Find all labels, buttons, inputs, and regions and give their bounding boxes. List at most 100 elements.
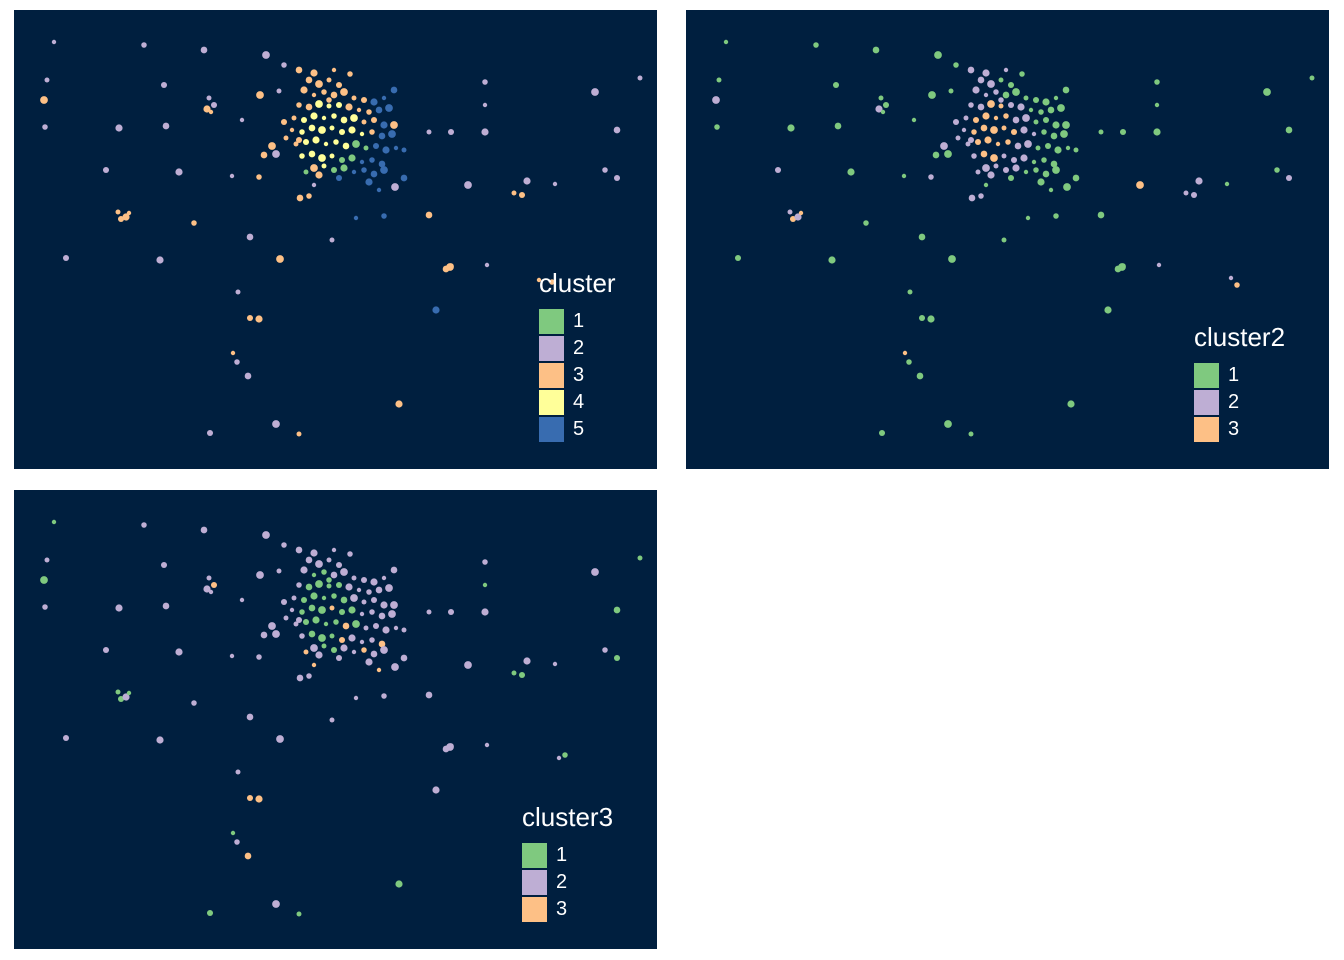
data-point-cluster-5	[361, 167, 367, 173]
data-point-cluster-1	[863, 220, 869, 226]
data-point-cluster-2	[388, 610, 396, 618]
data-point-cluster-2	[1190, 191, 1198, 199]
data-point-cluster-3	[296, 194, 304, 202]
data-point-cluster-1	[1062, 86, 1070, 94]
data-point-cluster-2	[369, 637, 375, 643]
data-point-cluster-1	[1007, 174, 1015, 182]
data-point-cluster-3	[369, 129, 375, 135]
data-point-cluster-3	[370, 116, 378, 124]
data-point-cluster-1	[230, 830, 236, 836]
data-point-cluster-3	[296, 102, 302, 108]
data-point-cluster-2	[326, 557, 332, 563]
data-point-cluster-2	[272, 420, 280, 428]
data-point-cluster-1	[872, 46, 880, 54]
data-point-cluster-2	[1228, 275, 1234, 281]
data-point-cluster-3	[980, 150, 988, 158]
legend-label-1: 1	[573, 310, 585, 332]
data-point-cluster-1	[1309, 75, 1315, 81]
data-point-cluster-1	[1048, 187, 1054, 193]
data-point-cluster-2	[774, 166, 782, 174]
data-point-cluster-2	[1195, 177, 1203, 185]
legend-item-4: 4	[539, 389, 616, 416]
data-point-cluster-2	[375, 586, 383, 594]
data-point-cluster-2	[351, 649, 357, 655]
data-point-cluster-2	[210, 101, 218, 109]
legend-cluster3: cluster3 1 2 3	[522, 802, 613, 923]
legend-item-2: 2	[522, 869, 613, 896]
data-point-cluster-2	[940, 142, 948, 150]
data-point-cluster-2	[1012, 116, 1020, 124]
data-point-cluster-1	[308, 630, 316, 638]
data-point-cluster-2	[329, 717, 335, 723]
data-point-cluster-2	[967, 66, 975, 74]
data-point-cluster-2	[340, 568, 348, 576]
data-point-cluster-3	[990, 154, 998, 162]
data-point-cluster-2	[993, 89, 999, 95]
legend-item-1: 1	[522, 842, 613, 869]
data-point-cluster-2	[305, 556, 313, 564]
data-point-cluster-2	[156, 256, 164, 264]
data-point-cluster-4	[318, 154, 326, 162]
data-point-cluster-1	[901, 173, 907, 179]
data-point-cluster-2	[523, 177, 531, 185]
data-point-cluster-2	[262, 531, 270, 539]
data-point-cluster-2	[982, 69, 990, 77]
data-point-cluster-3	[518, 191, 526, 199]
legend-key-3	[522, 897, 547, 922]
data-point-cluster-2	[340, 644, 348, 652]
data-point-cluster-2	[350, 594, 358, 602]
data-point-cluster-1	[310, 592, 318, 600]
data-point-cluster-5	[372, 142, 380, 150]
data-point-cluster-2	[380, 646, 388, 654]
data-point-cluster-2	[993, 163, 999, 169]
data-point-cluster-5	[376, 187, 382, 193]
data-point-cluster-2	[965, 141, 971, 147]
data-point-cluster-2	[315, 560, 323, 568]
data-point-cluster-1	[882, 101, 890, 109]
data-point-cluster-2	[977, 103, 985, 111]
data-point-cluster-1	[998, 77, 1004, 83]
data-point-cluster-2	[978, 193, 984, 199]
data-point-cluster-2	[482, 102, 488, 108]
data-point-cluster-1	[363, 145, 369, 151]
data-point-cluster-3	[993, 115, 999, 121]
data-point-cluster-2	[330, 571, 338, 579]
data-point-cluster-1	[311, 572, 317, 578]
data-point-cluster-2	[361, 599, 367, 605]
legend-title: cluster3	[522, 802, 614, 832]
data-point-cluster-1	[318, 634, 326, 642]
data-point-cluster-2	[975, 169, 981, 175]
data-point-cluster-2	[329, 237, 335, 243]
data-point-cluster-2	[208, 589, 214, 595]
data-point-cluster-1	[51, 519, 57, 525]
data-point-cluster-3	[246, 314, 254, 322]
data-point-cluster-2	[235, 289, 241, 295]
data-point-cluster-1	[1037, 178, 1045, 186]
legend-key-3	[1194, 417, 1219, 442]
data-point-cluster-3	[338, 636, 346, 644]
data-point-cluster-1	[305, 583, 313, 591]
data-point-cluster-1	[1057, 104, 1065, 112]
data-point-cluster-1	[329, 633, 335, 639]
data-point-cluster-3	[126, 210, 132, 216]
data-point-cluster-2	[160, 561, 168, 569]
data-point-cluster-4	[300, 116, 308, 124]
data-point-cluster-2	[370, 596, 378, 604]
data-point-cluster-4	[302, 138, 310, 146]
data-point-cluster-2	[1156, 262, 1162, 268]
data-point-cluster-2	[982, 164, 990, 172]
data-point-cluster-2	[602, 647, 608, 653]
data-point-cluster-3	[330, 91, 338, 99]
data-point-cluster-2	[200, 46, 208, 54]
data-point-cluster-2	[272, 630, 280, 638]
data-point-cluster-4	[312, 136, 320, 144]
data-point-cluster-1	[338, 608, 346, 616]
data-point-cluster-1	[1073, 147, 1079, 153]
data-point-cluster-5	[388, 130, 396, 138]
data-point-cluster-3	[203, 105, 211, 113]
data-point-cluster-2	[591, 568, 599, 576]
data-point-cluster-3	[305, 103, 313, 111]
data-point-cluster-1	[1038, 109, 1044, 115]
data-point-cluster-3	[1234, 282, 1240, 288]
data-point-cluster-1	[1053, 213, 1059, 219]
